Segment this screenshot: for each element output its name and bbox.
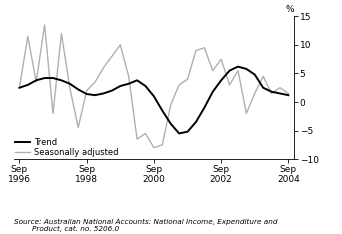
Seasonally adjusted — [202, 46, 206, 49]
Trend — [110, 89, 114, 92]
Seasonally adjusted — [93, 81, 97, 84]
Trend — [118, 85, 122, 88]
Seasonally adjusted — [34, 81, 38, 84]
Trend — [269, 90, 274, 93]
Trend — [219, 79, 223, 82]
Seasonally adjusted — [219, 58, 223, 61]
Trend — [60, 79, 64, 82]
Seasonally adjusted — [236, 69, 240, 72]
Trend — [236, 65, 240, 68]
Seasonally adjusted — [185, 78, 189, 80]
Seasonally adjusted — [278, 86, 282, 89]
Line: Seasonally adjusted: Seasonally adjusted — [19, 25, 288, 148]
Trend — [261, 86, 265, 89]
Seasonally adjusted — [110, 55, 114, 58]
Seasonally adjusted — [177, 84, 181, 86]
Seasonally adjusted — [261, 75, 265, 78]
Trend — [51, 77, 55, 80]
Seasonally adjusted — [269, 92, 274, 95]
Trend — [143, 85, 147, 88]
Trend — [127, 82, 131, 85]
Seasonally adjusted — [286, 92, 290, 95]
Legend: Trend, Seasonally adjusted: Trend, Seasonally adjusted — [15, 138, 118, 157]
Trend — [152, 95, 156, 98]
Seasonally adjusted — [118, 44, 122, 46]
Seasonally adjusted — [127, 75, 131, 78]
Trend — [102, 92, 106, 95]
Trend — [160, 109, 165, 112]
Seasonally adjusted — [68, 86, 72, 89]
Trend — [169, 122, 173, 125]
Trend — [286, 94, 290, 97]
Seasonally adjusted — [17, 86, 22, 89]
Trend — [84, 93, 89, 95]
Trend — [135, 79, 139, 82]
Seasonally adjusted — [60, 32, 64, 35]
Seasonally adjusted — [244, 112, 248, 115]
Trend — [42, 77, 47, 80]
Trend — [194, 121, 198, 123]
Seasonally adjusted — [26, 35, 30, 38]
Trend — [68, 82, 72, 85]
Text: Source: Australian National Accounts: National Income, Expenditure and
        P: Source: Australian National Accounts: Na… — [14, 218, 277, 232]
Seasonally adjusted — [227, 84, 232, 86]
Trend — [26, 84, 30, 86]
Trend — [278, 92, 282, 95]
Seasonally adjusted — [211, 69, 215, 72]
Trend — [185, 130, 189, 133]
Trend — [244, 67, 248, 70]
Seasonally adjusted — [253, 92, 257, 95]
Trend — [93, 94, 97, 97]
Seasonally adjusted — [135, 138, 139, 141]
Trend — [227, 69, 232, 72]
Text: %: % — [286, 4, 294, 14]
Seasonally adjusted — [152, 146, 156, 149]
Seasonally adjusted — [102, 66, 106, 69]
Trend — [76, 88, 80, 91]
Seasonally adjusted — [84, 89, 89, 92]
Seasonally adjusted — [143, 132, 147, 135]
Trend — [177, 132, 181, 135]
Trend — [253, 73, 257, 76]
Seasonally adjusted — [194, 49, 198, 52]
Trend — [17, 86, 22, 89]
Trend — [202, 106, 206, 109]
Seasonally adjusted — [160, 143, 165, 146]
Seasonally adjusted — [169, 103, 173, 106]
Seasonally adjusted — [76, 126, 80, 129]
Seasonally adjusted — [51, 112, 55, 115]
Seasonally adjusted — [42, 24, 47, 26]
Trend — [211, 90, 215, 93]
Line: Trend: Trend — [19, 67, 288, 133]
Trend — [34, 79, 38, 82]
